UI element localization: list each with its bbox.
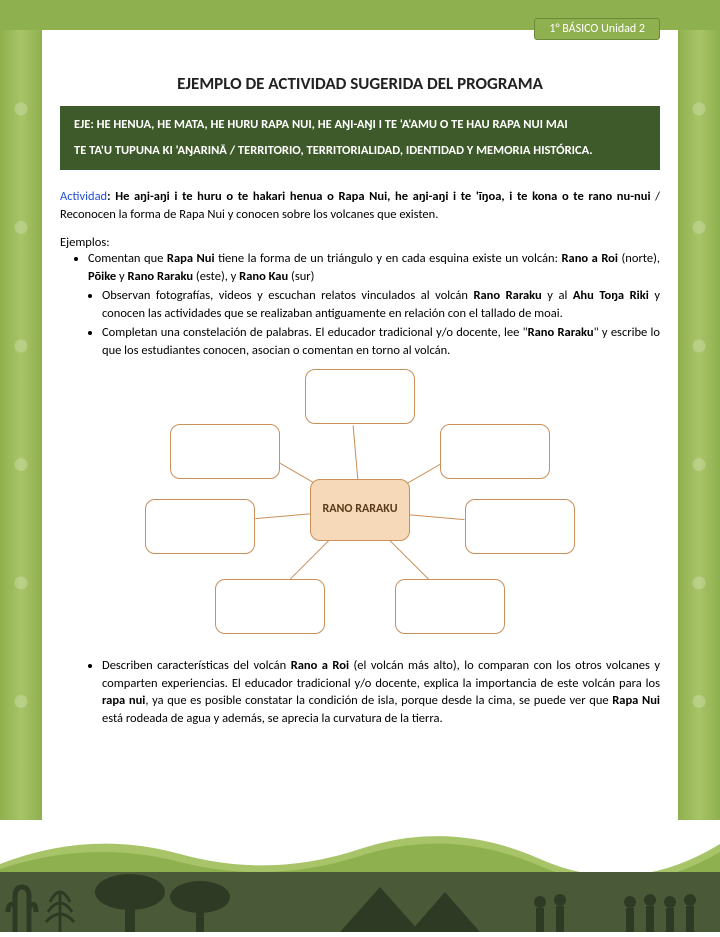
activity-description: Actividad: He aŋi-aŋi i te huru o te hak… [60, 188, 660, 223]
silhouette-band [0, 872, 720, 932]
header-badge: 1° BÁSICO Unidad 2 [534, 18, 660, 40]
outer-box-top-right[interactable] [440, 424, 550, 479]
page-title: EJEMPLO DE ACTIVIDAD SUGERIDA DEL PROGRA… [60, 73, 660, 94]
right-pattern-band [678, 30, 720, 820]
final-bullet: Describen características del volcán Ran… [102, 657, 660, 727]
outer-box-bottom-left[interactable] [215, 579, 325, 634]
bullet-1: Comentan que Rapa Nui tiene la forma de … [88, 250, 660, 285]
outer-box-top-left[interactable] [170, 424, 280, 479]
bullet-list-1: Comentan que Rapa Nui tiene la forma de … [60, 250, 660, 285]
center-concept-box: RANO RARAKU [310, 479, 410, 541]
activity-bold: : He aŋi-aŋi i te huru o te hakari henua… [107, 189, 650, 204]
outer-box-left[interactable] [145, 499, 255, 554]
bottom-illustration [0, 817, 720, 932]
bullet-3: Completan una constelación de palabras. … [102, 324, 660, 359]
outer-box-bottom-right[interactable] [395, 579, 505, 634]
outer-box-top[interactable] [305, 369, 415, 424]
eje-box: EJE: HE HENUA, HE MATA, HE HURU RAPA NUI… [60, 106, 660, 170]
bullet-2: Observan fotografías, videos y escuchan … [102, 287, 660, 322]
eje-line-1: EJE: HE HENUA, HE MATA, HE HURU RAPA NUI… [74, 116, 646, 134]
word-constellation: RANO RARAKU [130, 369, 590, 649]
activity-label: Actividad [60, 189, 107, 204]
outer-box-right[interactable] [465, 499, 575, 554]
examples-label: Ejemplos: [60, 235, 660, 250]
bullet-list-2: Observan fotografías, videos y escuchan … [60, 287, 660, 359]
silhouette-shapes [0, 872, 720, 932]
final-bullet-list: Describen características del volcán Ran… [60, 657, 660, 727]
left-pattern-band [0, 30, 42, 820]
page-content: EJEMPLO DE ACTIVIDAD SUGERIDA DEL PROGRA… [60, 55, 660, 822]
eje-line-2: TE TA'U TUPUNA KI 'AŊARINĀ / TERRITORIO,… [74, 142, 646, 160]
